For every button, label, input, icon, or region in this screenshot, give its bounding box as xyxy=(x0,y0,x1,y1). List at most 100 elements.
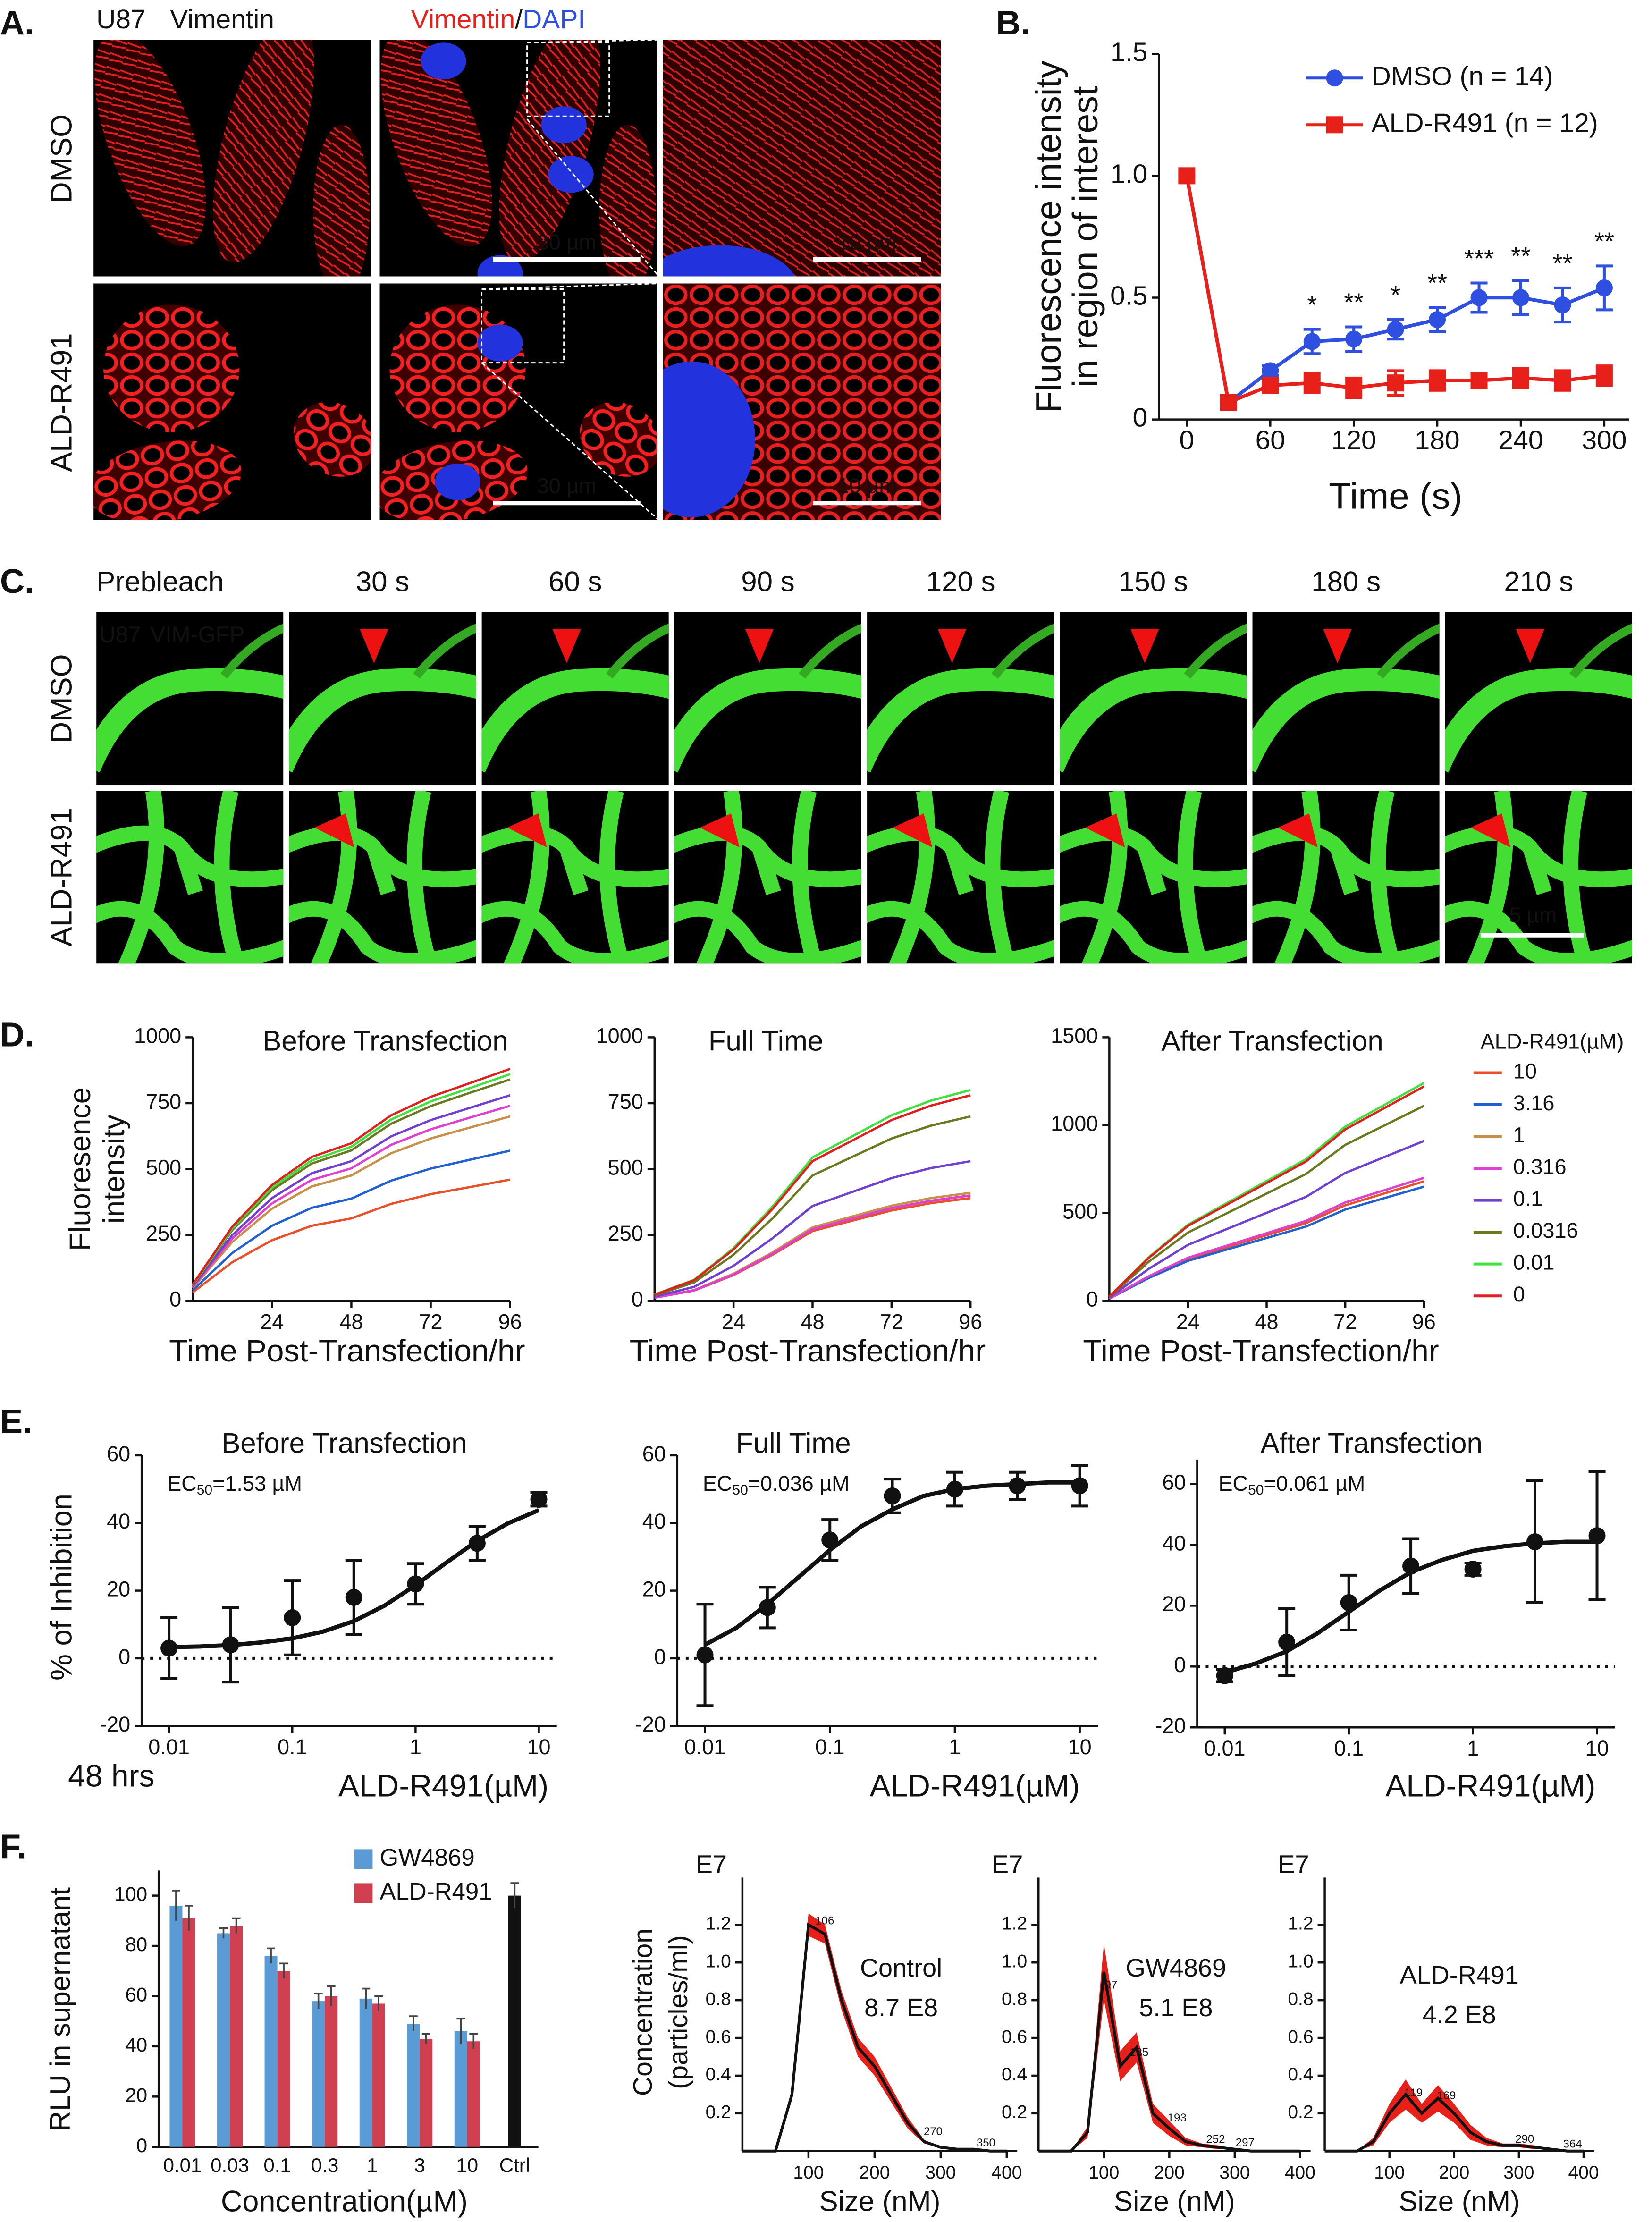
error-bar xyxy=(469,2033,478,2049)
ec50-value: =0.036 µM xyxy=(748,1471,850,1495)
annotation: Control xyxy=(860,1954,942,1982)
filament xyxy=(1330,845,1359,896)
filament xyxy=(889,791,936,964)
y-tick-label: 0.6 xyxy=(1288,2027,1313,2047)
series-line xyxy=(192,1115,511,1289)
error-bar xyxy=(421,2033,430,2044)
point xyxy=(759,1599,776,1616)
panel-label: F. xyxy=(0,1828,26,1866)
y-tick-label: 60 xyxy=(107,1442,130,1466)
x-tick-label: 0.01 xyxy=(163,2154,202,2176)
y-tick-label: 0.6 xyxy=(706,2027,731,2047)
zoom-guide xyxy=(481,362,659,521)
significance: ** xyxy=(1511,242,1531,270)
significance: ** xyxy=(1552,249,1572,278)
x-tick-label: 120 xyxy=(1332,425,1376,456)
filament xyxy=(1445,901,1632,964)
x-tick-label: 240 xyxy=(1498,425,1543,456)
error-bar xyxy=(232,1917,241,1934)
point xyxy=(1402,1557,1420,1575)
arrowhead xyxy=(1130,629,1159,663)
y-tick-label: 0.2 xyxy=(706,2102,731,2122)
bar xyxy=(359,1998,372,2147)
x-tick-label: 96 xyxy=(498,1310,522,1334)
note: 48 hrs xyxy=(68,1758,154,1793)
y-tick-label: 60 xyxy=(1162,1470,1186,1494)
legend-title: ALD-R491(µM) xyxy=(1481,1029,1624,1053)
x-tick-label: 3 xyxy=(414,2154,425,2176)
series-line xyxy=(1108,1140,1424,1299)
x-tick-label: 72 xyxy=(419,1310,442,1334)
filament xyxy=(944,845,974,896)
point xyxy=(222,1636,239,1654)
x-tick-label: 300 xyxy=(1582,425,1627,456)
y-tick-label: 0 xyxy=(169,1287,181,1311)
legend-swatch xyxy=(354,1883,373,1903)
error-bar xyxy=(510,1882,519,1909)
x-tick-label: 0.03 xyxy=(211,2154,249,2176)
arrowhead xyxy=(1516,629,1544,663)
legend-label: DMSO (n = 14) xyxy=(1372,61,1553,91)
x-tick-label: 1 xyxy=(410,1735,421,1759)
significance: *** xyxy=(1464,245,1494,273)
stain-part: / xyxy=(515,4,523,34)
filament xyxy=(503,791,550,964)
error-bar xyxy=(219,1927,228,1939)
y-tick-label: 40 xyxy=(1162,1531,1186,1555)
filament xyxy=(289,668,476,773)
image-tile xyxy=(481,612,669,786)
filament xyxy=(674,668,862,773)
arrowhead xyxy=(745,629,774,663)
legend-label: 0 xyxy=(1513,1282,1525,1306)
time-label: 90 s xyxy=(741,566,794,598)
cell xyxy=(93,440,242,520)
ec50-label: EC50=0.061 µM xyxy=(1218,1471,1365,1498)
image-tile xyxy=(379,283,657,520)
y-tick-label: 750 xyxy=(608,1090,643,1114)
point xyxy=(1554,296,1571,314)
y-tick-label: 20 xyxy=(107,1577,130,1601)
ec50-prefix: EC xyxy=(167,1471,197,1495)
image-tile xyxy=(289,612,476,786)
point xyxy=(1262,362,1279,380)
filament xyxy=(96,901,284,964)
arrowhead xyxy=(1470,813,1510,848)
cell xyxy=(213,40,314,263)
filament xyxy=(481,901,669,964)
point xyxy=(884,1487,901,1504)
chart-title: Before Transfection xyxy=(262,1025,508,1056)
point xyxy=(1470,289,1488,306)
chart-title: Full Time xyxy=(736,1428,851,1459)
y-tick-label: 60 xyxy=(642,1442,666,1466)
y-axis-title: % of Inhibition xyxy=(45,1494,78,1681)
filament xyxy=(118,791,165,964)
point xyxy=(284,1609,301,1626)
cell xyxy=(94,40,206,247)
point xyxy=(1178,167,1196,185)
zoom-guide xyxy=(526,118,659,277)
cell xyxy=(599,125,656,277)
significance: ** xyxy=(1344,288,1364,317)
y-tick-label: 1.0 xyxy=(1110,159,1147,189)
error-bar xyxy=(279,1962,288,1979)
y-tick-label: 250 xyxy=(608,1221,643,1245)
bar xyxy=(182,1918,195,2147)
legend-label: ALD-R491 xyxy=(379,1878,492,1905)
stain-part: DAPI xyxy=(523,4,585,34)
bar xyxy=(325,1996,338,2147)
filament xyxy=(606,623,669,679)
error-bar xyxy=(314,1993,323,2009)
x-tick-label: 0.3 xyxy=(311,2154,338,2176)
filament xyxy=(1569,623,1632,679)
y-tick-label: 1.0 xyxy=(706,1952,731,1972)
point xyxy=(1554,372,1571,389)
y-tick-label: 0.4 xyxy=(1288,2064,1313,2085)
series-line xyxy=(192,1105,511,1288)
filament xyxy=(1184,623,1247,679)
stain-part: Vimentin xyxy=(411,4,515,34)
y-tick-label: 0 xyxy=(632,1287,643,1311)
chart-title: Before Transfection xyxy=(221,1428,467,1459)
x-axis-title: Time Post-Transfection/hr xyxy=(1083,1333,1439,1368)
panel-label: D. xyxy=(0,1016,34,1054)
